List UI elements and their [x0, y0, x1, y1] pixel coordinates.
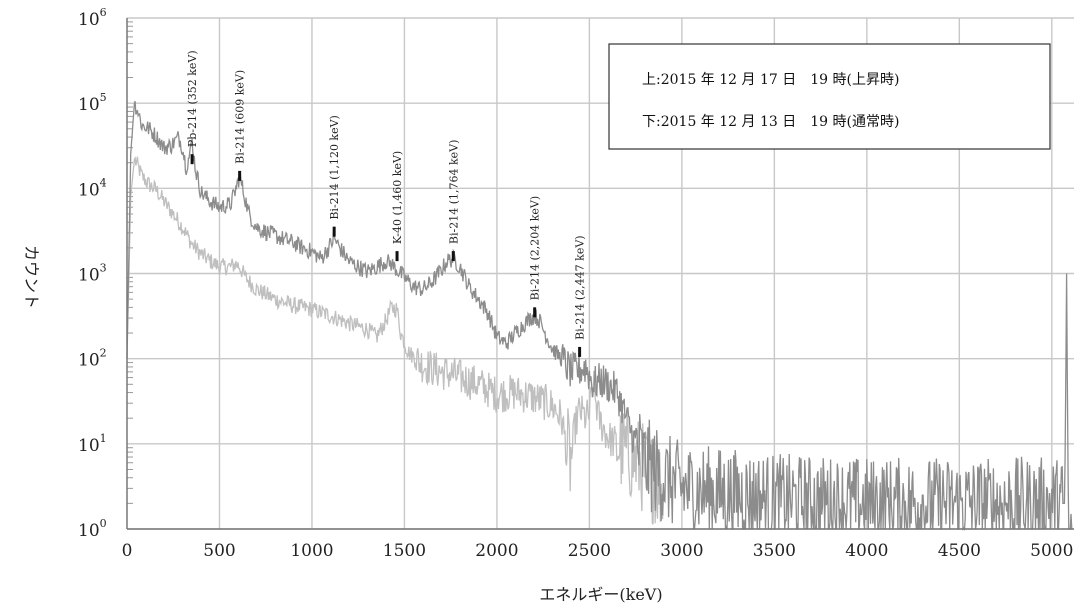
x-axis-label: エネルギー(keV): [539, 585, 662, 604]
y-tick-label-0: 100: [78, 517, 107, 541]
peak-annotations: Pb-214 (352 keV) Bi-214 (609 keV) Bi-214 (…: [186, 50, 587, 357]
peak-label-0: Pb-214 (352 keV): [186, 50, 199, 147]
y-tick-labels: 100 101 102 103 104 105 106: [78, 6, 107, 541]
x-tick-label-7: 3500: [753, 541, 796, 561]
x-tick-label-5: 2500: [568, 541, 611, 561]
x-tick-label-8: 4000: [845, 541, 888, 561]
x-tick-label-1: 500: [203, 541, 235, 561]
y-tick-label-5: 105: [78, 91, 107, 115]
peak-label-6: Bi-214 (2,447 keV): [574, 235, 587, 340]
x-tick-labels: 0 500 1000 1500 2000 2500 3000 3500 4000 4500 5000: [122, 541, 1074, 561]
x-tick-label-3: 1500: [383, 541, 426, 561]
x-tick-label-9: 4500: [938, 541, 981, 561]
series-group: [126, 100, 1073, 532]
y-tick-label-4: 104: [78, 176, 107, 200]
peak-label-3: K-40 (1,460 keV): [391, 151, 404, 244]
legend-box: 上:2015 年 12 月 17 日 19 時(上昇時) 下:2015 年 12…: [608, 43, 1051, 150]
y-axis-label: カウント: [22, 245, 41, 309]
peak-label-2: Bi-214 (1,120 keV): [328, 115, 341, 220]
peak-label-5: Bi-214 (2,204 keV): [529, 196, 542, 301]
legend-line-upper: 上:2015 年 12 月 17 日 19 時(上昇時): [642, 72, 899, 88]
peak-label-1: Bi-214 (609 keV): [234, 70, 247, 164]
series-line-lower: [126, 155, 665, 525]
peak-label-4: Bi-214 (1,764 keV): [447, 140, 460, 245]
series-line-upper: [126, 100, 1073, 532]
x-tick-label-6: 3000: [660, 541, 703, 561]
y-tick-label-1: 101: [78, 432, 107, 456]
x-tick-label-4: 2000: [475, 541, 518, 561]
y-tick-label-6: 106: [78, 6, 107, 30]
y-tick-label-2: 102: [78, 347, 107, 371]
plot-frame: [126, 18, 1074, 530]
x-tick-label-2: 1000: [290, 541, 333, 561]
y-tick-label-3: 103: [78, 262, 107, 286]
legend-line-lower: 下:2015 年 12 月 13 日 19 時(通常時): [642, 114, 899, 130]
x-tick-label-0: 0: [122, 541, 133, 561]
x-tick-label-10: 5000: [1030, 541, 1073, 561]
